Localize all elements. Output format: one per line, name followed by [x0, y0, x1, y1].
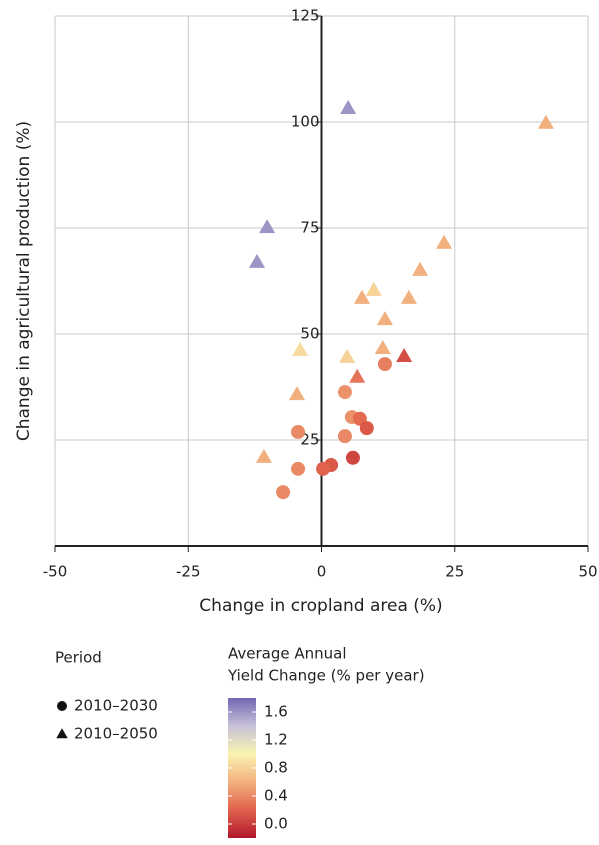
- x-tick-label: 0: [317, 563, 327, 581]
- point: [291, 424, 306, 439]
- x-tick-label: 50: [578, 563, 597, 581]
- point: [288, 386, 306, 401]
- point: [339, 348, 356, 363]
- y-tick-label: 50: [300, 325, 319, 343]
- legend-label: 2010–2050: [74, 725, 158, 743]
- legend-marker: [56, 728, 68, 739]
- x-axis-label: Change in cropland area (%): [199, 596, 442, 616]
- point: [376, 311, 393, 326]
- point: [340, 99, 357, 114]
- colorbar-tick-label: 0.8: [264, 759, 288, 777]
- x-tick-label: -25: [176, 563, 201, 581]
- point: [259, 219, 276, 234]
- point: [276, 485, 291, 500]
- y-tick-label: 75: [300, 219, 319, 237]
- colorbar-title: Average Annual: [228, 645, 347, 663]
- x-tick-label: -50: [43, 563, 68, 581]
- point: [349, 368, 366, 383]
- colorbar-tick-label: 0.0: [264, 815, 288, 833]
- colorbar-tick-label: 1.6: [264, 703, 288, 721]
- point: [316, 461, 331, 476]
- point: [248, 253, 266, 268]
- point: [337, 385, 352, 400]
- point: [337, 429, 352, 444]
- colorbar-title: Yield Change (% per year): [227, 667, 425, 685]
- colorbar: [228, 698, 256, 838]
- y-tick-label: 100: [291, 113, 320, 131]
- point: [537, 114, 554, 129]
- point: [396, 347, 413, 362]
- colorbar-tick-label: 0.4: [264, 787, 288, 805]
- point: [291, 461, 306, 476]
- point: [377, 357, 392, 372]
- y-tick-label: 25: [300, 431, 319, 449]
- point: [365, 281, 382, 296]
- legend-title: Period: [55, 649, 102, 667]
- point: [359, 421, 374, 436]
- point: [436, 234, 453, 249]
- point: [400, 289, 417, 304]
- point: [374, 339, 391, 354]
- point: [353, 289, 371, 304]
- y-axis-label: Change in agricultural production (%): [14, 121, 34, 441]
- x-tick-label: 25: [445, 563, 464, 581]
- legend-marker: [57, 701, 67, 711]
- point: [412, 261, 429, 276]
- point: [292, 342, 309, 357]
- colorbar-tick-label: 1.2: [264, 731, 288, 749]
- y-tick-label: 125: [291, 7, 320, 25]
- point: [255, 448, 272, 463]
- legend-label: 2010–2030: [74, 697, 158, 715]
- point: [345, 450, 360, 465]
